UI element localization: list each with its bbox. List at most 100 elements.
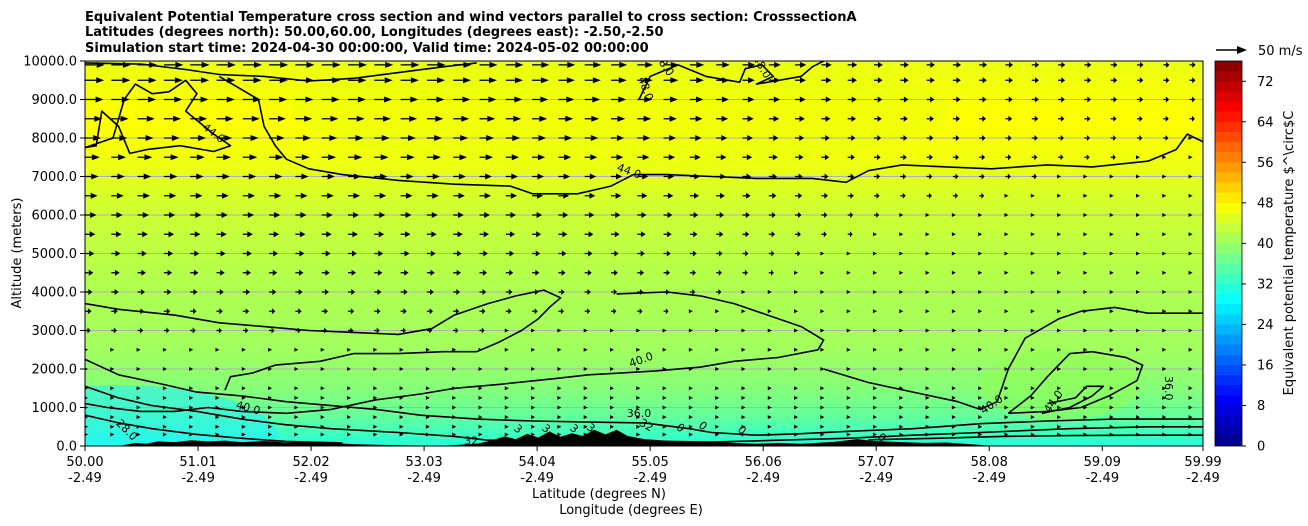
wind-vector: [1030, 367, 1035, 371]
wind-vector-head: [146, 115, 155, 122]
wind-vector: [899, 290, 904, 294]
contour-label: 40.0: [235, 399, 262, 418]
wind-vector-head: [565, 115, 574, 122]
wind-vector: [532, 77, 549, 84]
wind-vector: [1030, 386, 1035, 391]
title-line-3: Simulation start time: 2024-04-30 00:00:…: [85, 41, 649, 56]
wind-vector: [1058, 115, 1065, 122]
wind-vector-head: [1166, 77, 1170, 84]
wind-vector: [426, 77, 446, 84]
wind-vector: [505, 308, 512, 315]
wind-vector: [1189, 61, 1196, 68]
wind-vector: [846, 405, 851, 410]
wind-vector: [1083, 270, 1088, 275]
wind-vector: [1162, 193, 1167, 198]
contour-line-28: [868, 434, 1203, 441]
y-tick-label: 7000.0: [32, 170, 78, 185]
wind-vector: [505, 289, 513, 295]
wind-vector: [899, 347, 904, 352]
wind-vector-head: [298, 308, 302, 315]
wind-vector: [242, 212, 254, 218]
wind-vector: [688, 347, 693, 352]
wind-vector: [505, 135, 521, 141]
wind-vector-head: [458, 192, 465, 199]
wind-vector: [872, 367, 877, 371]
wind-vector: [716, 231, 724, 238]
wind-vector-head: [510, 212, 517, 218]
wind-vector-head: [272, 289, 277, 295]
wind-vector: [584, 192, 596, 199]
wind-vector: [162, 395, 167, 400]
wind-vector: [1058, 154, 1064, 161]
wind-vector: [1005, 96, 1013, 103]
wind-vector: [373, 395, 378, 400]
wind-vector: [688, 405, 693, 410]
wind-vector: [1163, 135, 1169, 141]
wind-vector-head: [384, 77, 393, 84]
wind-vector-head: [1165, 115, 1169, 122]
wind-vector-head: [482, 308, 486, 315]
wind-vector-head: [512, 135, 521, 141]
wind-vector-head: [1139, 77, 1144, 84]
wind-vector: [557, 424, 562, 429]
wind-vector: [821, 192, 828, 199]
wind-vector: [373, 424, 378, 429]
wind-vector: [1083, 213, 1088, 217]
wind-vector: [190, 154, 205, 161]
wind-vector-head: [824, 212, 828, 218]
wind-vector-head: [301, 173, 309, 180]
x-tick-label-lat: 55.05: [632, 455, 669, 470]
wind-vector: [110, 367, 115, 371]
wind-vector-head: [484, 212, 490, 218]
wind-vector: [1188, 193, 1193, 198]
wind-vector: [1030, 328, 1035, 333]
wind-vector: [768, 96, 781, 103]
wind-vector: [137, 77, 157, 84]
wind-vector: [742, 135, 753, 141]
wind-vector: [872, 424, 877, 429]
wind-vector: [1030, 270, 1035, 275]
wind-vector-head: [902, 173, 907, 180]
wind-vector: [1135, 367, 1140, 371]
wind-vector: [609, 405, 614, 410]
wind-vector: [400, 96, 419, 103]
wind-vector-head: [221, 212, 228, 218]
wind-vector-head: [745, 250, 749, 257]
wind-vector-head: [1165, 135, 1169, 141]
wind-vector-head: [122, 77, 131, 84]
wind-vector: [295, 231, 306, 238]
wind-vector-head: [643, 135, 651, 141]
wind-vector: [795, 192, 803, 199]
wind-vector: [321, 192, 334, 199]
wind-vector-head: [748, 77, 755, 84]
wind-vector-head: [1086, 135, 1091, 141]
wind-vector: [873, 173, 881, 180]
wind-vector: [400, 154, 415, 161]
quiver-key: 50 m/s: [1216, 44, 1303, 59]
wind-vector: [137, 135, 154, 141]
wind-vector: [795, 250, 801, 257]
wind-vector-head: [488, 77, 497, 84]
wind-vector: [795, 154, 804, 161]
wind-vector: [426, 96, 445, 103]
wind-vector: [951, 270, 956, 275]
wind-vector-head: [1008, 96, 1013, 103]
wind-vector-head: [433, 154, 441, 161]
wind-vector-head: [351, 289, 356, 295]
wind-vector-head: [327, 192, 334, 199]
wind-vector: [1188, 136, 1193, 140]
wind-vector: [715, 367, 720, 371]
wind-vector: [584, 135, 599, 141]
wind-vector-head: [380, 154, 389, 161]
wind-vector-head: [982, 135, 986, 141]
wind-vector: [715, 424, 720, 429]
wind-vector: [374, 308, 381, 315]
wind-vector: [453, 269, 461, 276]
wind-vector: [374, 96, 393, 103]
wind-vector-head: [195, 212, 202, 218]
wind-vector: [1057, 309, 1062, 314]
wind-vector: [1162, 328, 1167, 333]
wind-vector: [900, 96, 909, 103]
wind-vector-head: [482, 269, 488, 276]
wind-vector: [584, 231, 594, 238]
